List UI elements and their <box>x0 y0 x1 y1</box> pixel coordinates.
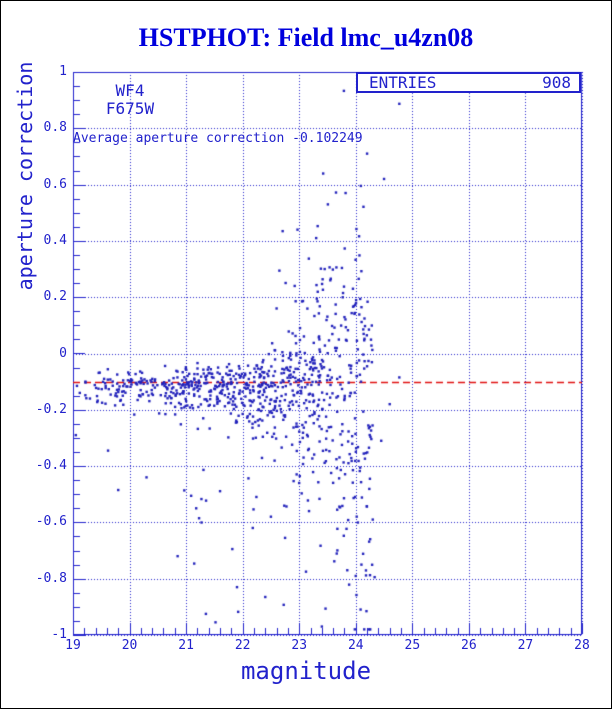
y-tick-label: 0.6 <box>43 176 67 192</box>
entries-value: 908 <box>542 73 571 92</box>
x-tick-label: 23 <box>291 638 308 653</box>
filter-label: F675W <box>105 99 155 118</box>
x-tick-label: 28 <box>574 638 590 653</box>
x-tick-label: 27 <box>517 638 534 653</box>
y-tick-label: -0.6 <box>35 514 67 530</box>
x-tick-label: 26 <box>461 638 477 653</box>
x-tick-label: 25 <box>404 638 421 653</box>
page-title: HSTPHOT: Field lmc_u4zn08 <box>138 23 474 52</box>
y-tick-label: 0.2 <box>43 289 67 305</box>
x-tick-label: 22 <box>234 638 251 653</box>
x-tick-label: 19 <box>65 638 81 653</box>
entries-stats-box: ENTRIES 908 <box>356 72 581 93</box>
x-axis-label: magnitude <box>240 657 372 685</box>
x-tick-label: 21 <box>178 638 194 653</box>
y-tick-label: 0.8 <box>43 120 67 136</box>
x-tick-label: 20 <box>121 638 138 653</box>
average-correction-annotation: Average aperture correction -0.102249 <box>73 131 363 146</box>
y-tick-label: -0.4 <box>35 458 67 474</box>
camera-label: WF4 <box>115 81 145 100</box>
y-tick-label: -0.2 <box>35 401 67 417</box>
y-tick-label: 1 <box>59 64 67 79</box>
y-tick-label: 0 <box>59 345 67 361</box>
y-tick-label: -1 <box>51 627 67 642</box>
x-tick-label: 24 <box>347 638 364 653</box>
y-tick-label: 0.4 <box>43 232 67 248</box>
entries-label: ENTRIES <box>369 73 437 92</box>
y-tick-label: -0.8 <box>35 570 67 586</box>
